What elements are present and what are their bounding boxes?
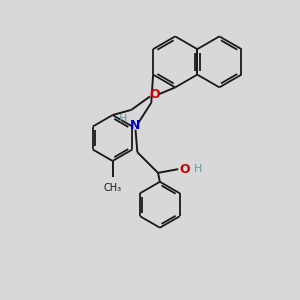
Text: H: H [194, 164, 202, 174]
Text: H: H [119, 113, 128, 124]
Text: CH₃: CH₃ [103, 183, 122, 193]
Text: O: O [149, 88, 160, 100]
Text: N: N [130, 119, 141, 132]
Text: O: O [180, 163, 190, 176]
